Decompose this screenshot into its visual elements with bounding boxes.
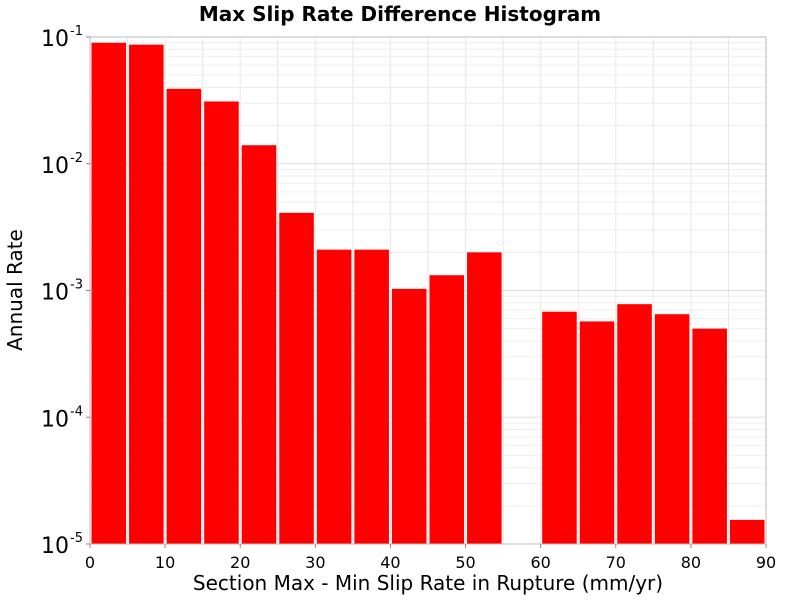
y-tick-exponent: -4: [70, 404, 83, 419]
x-tick-label: 40: [380, 553, 400, 572]
y-tick-label: 10: [41, 534, 69, 559]
histogram-bar: [391, 288, 427, 544]
x-tick-label: 10: [155, 553, 175, 572]
histogram-bar: [617, 304, 652, 544]
histogram-bar: [429, 275, 465, 544]
histogram-bar: [91, 42, 127, 544]
x-tick-label: 50: [455, 553, 475, 572]
y-tick-exponent: -2: [70, 151, 83, 166]
x-axis-label: Section Max - Min Slip Rate in Rupture (…: [193, 571, 663, 595]
histogram-bar: [729, 519, 765, 544]
y-tick-label: 10: [41, 281, 69, 306]
x-tick-label: 60: [530, 553, 550, 572]
histogram-bar: [204, 101, 239, 544]
y-axis-label: Annual Rate: [3, 229, 27, 351]
y-tick-label: 10: [41, 154, 69, 179]
histogram-bar: [166, 88, 202, 545]
x-tick-label: 0: [85, 553, 95, 572]
y-tick-label: 10: [41, 407, 69, 432]
x-tick-label: 70: [606, 553, 626, 572]
histogram-bar: [542, 311, 577, 544]
histogram-bar: [467, 252, 502, 544]
histogram-bar: [579, 321, 615, 544]
histogram-bar: [654, 314, 690, 544]
histogram-bar: [316, 249, 352, 545]
x-tick-label: 80: [681, 553, 701, 572]
x-tick-label: 90: [756, 553, 776, 572]
x-tick-label: 20: [230, 553, 250, 572]
histogram-bar: [241, 145, 277, 544]
x-axis-ticks: 0 10 20 30 40 50 60 70 80 90: [85, 544, 776, 572]
y-tick-exponent: -3: [70, 278, 83, 293]
y-tick-label: 10: [41, 27, 69, 52]
y-tick-exponent: -1: [70, 24, 83, 39]
y-axis-ticks: 10-110-210-310-410-5: [41, 24, 90, 559]
chart-title: Max Slip Rate Difference Histogram: [199, 2, 601, 26]
x-tick-label: 30: [305, 553, 325, 572]
bars: [91, 42, 765, 545]
histogram-bar: [279, 212, 314, 544]
histogram-bar: [354, 249, 389, 545]
y-tick-exponent: -5: [70, 531, 83, 546]
histogram-bar: [129, 44, 164, 545]
histogram-bar: [692, 328, 727, 544]
